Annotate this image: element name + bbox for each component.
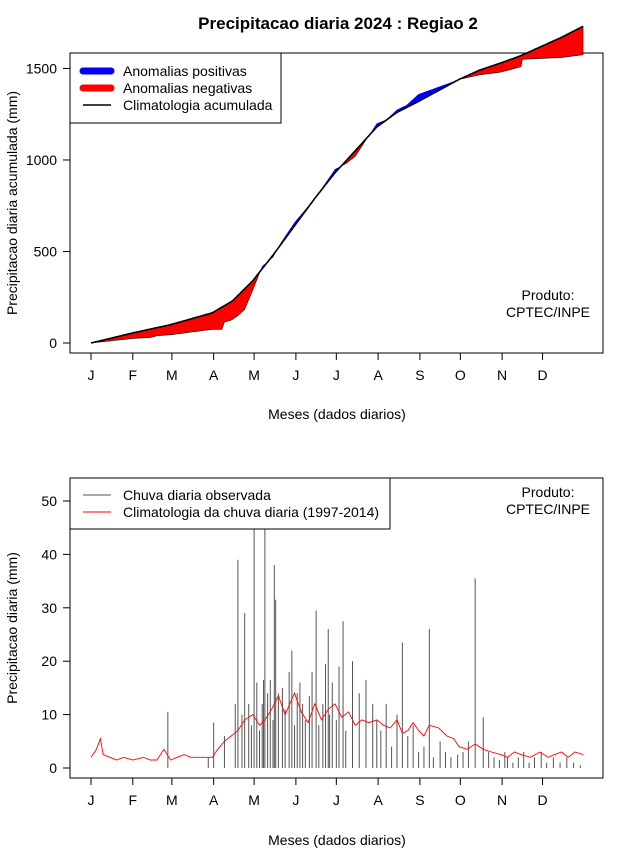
y-tick-label: 20 [41,653,57,669]
y-tick-label: 500 [34,243,58,259]
top-xlabel: Meses (dados diarios) [268,406,406,422]
x-tick-label: M [166,367,178,383]
x-tick-label: J [292,792,299,808]
x-tick-label: S [415,367,424,383]
y-tick-label: 50 [41,493,57,509]
legend-label-climatology: Climatologia acumulada [123,97,273,113]
x-tick-label: O [455,792,466,808]
x-tick-label: S [415,792,424,808]
x-tick-label: F [129,792,138,808]
bottom-credit-line1: Produto: [522,484,575,500]
top-credit-line2: CPTEC/INPE [506,304,590,320]
chart-title: Precipitacao diaria 2024 : Regiao 2 [198,14,478,33]
x-tick-label: M [166,792,178,808]
x-tick-label: J [333,367,340,383]
y-tick-label: 10 [41,707,57,723]
top-plot-layer: 0 500 1000 1500 J F M A M J J A S O N D [26,25,584,383]
x-tick-label: A [373,792,383,808]
bottom-xlabel: Meses (dados diarios) [268,832,406,848]
bottom-marks [90,478,584,768]
y-tick-label: 0 [49,760,57,776]
y-tick-label: 1000 [26,152,57,168]
bottom-credit-line2: CPTEC/INPE [506,501,590,517]
x-tick-label: D [537,367,547,383]
y-tick-label: 0 [49,335,57,351]
legend-label-positive: Anomalias positivas [123,63,247,79]
bottom-legend-box [69,477,391,530]
x-tick-label: A [209,367,219,383]
climatology-daily-line [90,691,584,761]
x-tick-label: F [129,367,138,383]
x-tick-label: J [292,367,299,383]
bottom-plot-layer: 0 10 20 30 40 50 J F M A M J J A S O N D [41,478,584,808]
x-tick-label: A [373,367,383,383]
legend-label-observed: Chuva diaria observada [123,487,271,503]
x-tick-label: O [455,367,466,383]
top-ylabel: Precipitacao diaria acumulada (mm) [4,91,20,315]
bottom-legend: Chuva diaria observada Climatologia da c… [69,477,391,530]
top-credit-line1: Produto: [522,287,575,303]
x-tick-label: M [248,792,260,808]
x-tick-label: N [497,367,507,383]
x-tick-label: D [537,792,547,808]
x-tick-label: J [88,792,95,808]
x-tick-label: N [497,792,507,808]
x-tick-label: J [88,367,95,383]
x-tick-label: J [333,792,340,808]
climatology-accumulated-line [90,25,584,344]
legend-label-negative: Anomalias negativas [123,80,252,96]
bottom-ylabel: Precipitacao diaria (mm) [4,552,20,704]
x-tick-label: A [209,792,219,808]
y-tick-label: 40 [41,546,57,562]
top-legend: Anomalias positivas Anomalias negativas … [69,52,282,124]
x-tick-label: M [248,367,260,383]
legend-label-climatology-daily: Climatologia da chuva diaria (1997-2014) [123,504,379,520]
y-tick-label: 1500 [26,60,57,76]
y-tick-label: 30 [41,600,57,616]
